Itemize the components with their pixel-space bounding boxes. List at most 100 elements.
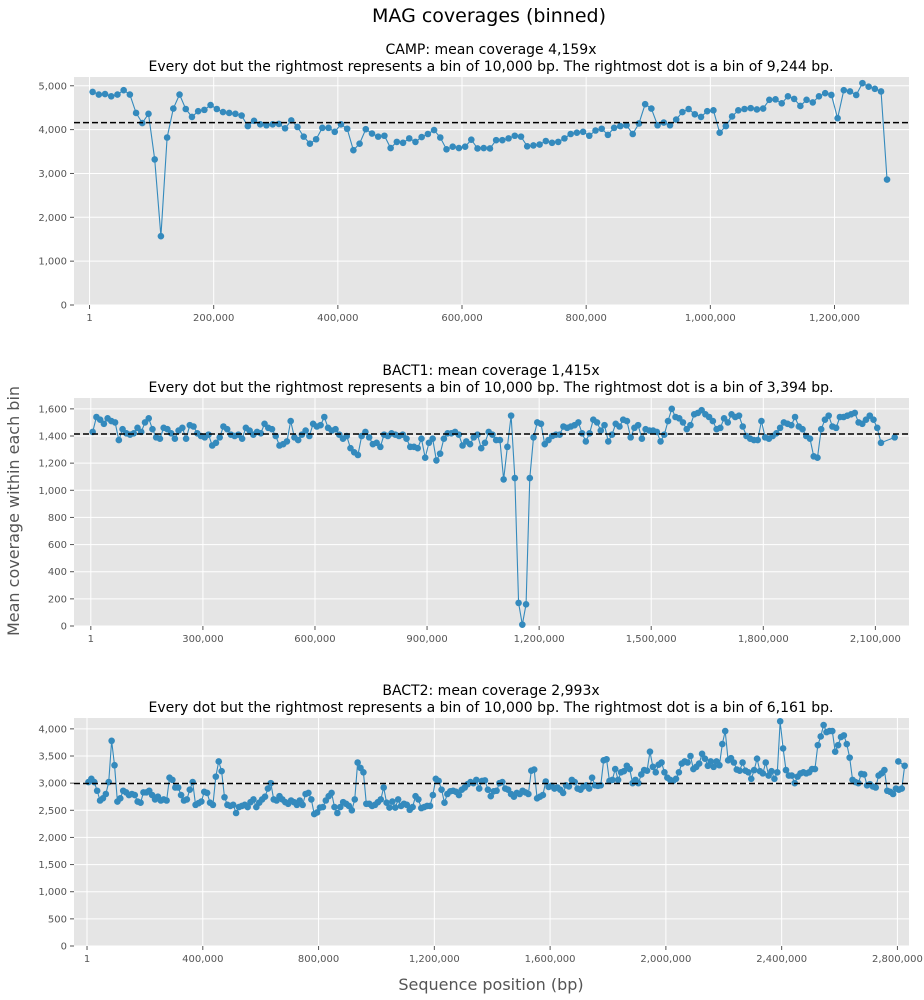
panel-bact2-data-point <box>753 755 761 763</box>
panel-bact1-data-point <box>870 416 877 424</box>
panel-bact1-data-point <box>149 425 156 433</box>
panel-bact1-data-point <box>526 474 534 482</box>
panel-camp-data-point <box>840 86 848 94</box>
panel-bact1-data-point <box>216 434 223 441</box>
panel-bact2-data-point <box>768 767 775 775</box>
panel-bact2-data-point <box>872 784 880 791</box>
panel-bact1-data-point <box>657 438 664 445</box>
panel-camp-data-point <box>517 133 525 140</box>
panel-bact2-data-point <box>539 791 547 799</box>
panel-bact1-data-point <box>507 412 515 419</box>
panel-camp-data-point <box>567 130 574 138</box>
panel-bact2-ytick-label: 0 <box>61 942 67 953</box>
figure-ylabel: Mean coverage within each bin <box>4 386 23 636</box>
panel-camp-data-point <box>393 138 401 146</box>
panel-camp-data-point <box>579 128 587 136</box>
panel-camp-data-point <box>871 85 879 93</box>
panel-camp-data-point <box>778 100 786 107</box>
panel-bact2-data-point <box>105 778 113 786</box>
panel-camp-data-point <box>387 144 394 152</box>
panel-bact2-data-point <box>846 754 853 761</box>
panel-camp-data-point <box>151 156 159 163</box>
panel-camp-data-point <box>852 91 860 99</box>
panel-bact1-data-point <box>832 424 840 432</box>
panel-bact2-data-point <box>90 778 98 786</box>
panel-bact2-data-point <box>774 768 781 776</box>
panel-bact2-data-point <box>250 796 257 803</box>
panel-camp-data-point <box>610 124 618 132</box>
panel-bact1-data-point <box>190 423 197 430</box>
panel-bact1-data-point <box>440 435 448 443</box>
panel-camp-data-point <box>449 143 457 151</box>
panel-bact2-data-point <box>889 790 897 798</box>
panel-bact2-data-point <box>730 759 738 766</box>
panel-bact1-data-point <box>145 415 153 422</box>
panel-camp-data-point <box>772 96 779 103</box>
panel-camp-ytick-label: 4,000 <box>38 125 67 136</box>
panel-bact2-data-point <box>901 762 908 770</box>
panel-bact2-data-point <box>212 773 220 780</box>
panel-bact2-data-point <box>229 801 237 809</box>
panel-camp-ytick-label: 3,000 <box>38 169 67 180</box>
panel-bact1-data-point <box>679 419 687 426</box>
panel-bact1-data-point <box>257 429 265 437</box>
panel-bact2-data-point <box>360 768 367 776</box>
figure-xlabel: Sequence position (bp) <box>398 975 583 994</box>
panel-camp-data-point <box>474 145 481 152</box>
panel-bact2-data-point <box>319 803 327 811</box>
panel-bact1-data-point <box>709 417 717 425</box>
panel-camp-data-point <box>834 114 841 122</box>
panel-bact2-xtick-label: 1 <box>84 954 90 965</box>
panel-bact2-data-point <box>108 737 115 745</box>
panel-camp-data-point <box>225 109 233 117</box>
panel-bact2-data-point <box>626 765 633 773</box>
panel-bact2-data-point <box>710 763 717 771</box>
panel-bact2-data-point <box>831 748 839 755</box>
panel-camp-data-point <box>294 123 301 131</box>
panel-bact2-data-point <box>189 778 196 786</box>
panel-bact1-data-point <box>873 424 881 432</box>
panel-camp-data-point <box>846 88 854 95</box>
panel-camp-data-point <box>592 127 599 134</box>
panel-bact1-data-point <box>556 431 563 438</box>
panel-bact1-ytick-label: 200 <box>48 594 67 605</box>
panel-camp-data-point <box>548 139 556 147</box>
panel-camp-data-point <box>343 125 351 133</box>
panel-camp-data-point <box>89 88 96 96</box>
panel-bact2-data-point <box>701 755 709 763</box>
panel-bact2-data-point <box>635 779 642 787</box>
panel-camp-data-point <box>126 91 134 98</box>
panel-camp-data-point <box>412 138 419 146</box>
panel-bact1-data-point <box>287 417 294 425</box>
panel-camp-data-point <box>374 133 382 140</box>
panel-bact1-data-point <box>604 438 612 445</box>
panel-camp-data-point <box>368 130 376 137</box>
panel-camp-data-point <box>728 113 736 120</box>
panel-bact2-data-point <box>571 778 579 786</box>
panel-camp-data-point <box>120 86 127 94</box>
panel-bact1-data-point <box>735 412 743 419</box>
panel-bact2-data-point <box>782 766 790 774</box>
panel-bact2-data-point <box>716 761 723 769</box>
panel-bact2-subtitle: Every dot but the rightmost represents a… <box>149 700 834 716</box>
panel-bact2-data-point <box>695 760 703 767</box>
panel-camp-data-point <box>716 129 723 136</box>
panel-bact2-data-point <box>174 784 182 791</box>
panel-camp-plot: 0 1,000 2,000 3,000 4,000 5,000 1 200,000 400,00… <box>38 77 909 324</box>
panel-bact2-data-point <box>646 748 654 755</box>
panel-bact2-data-point <box>840 732 848 739</box>
panel-bact2-data-point <box>643 767 651 774</box>
panel-camp-data-point <box>325 124 332 132</box>
panel-bact2-xtick-label: 1,600,000 <box>525 954 576 965</box>
panel-camp-data-point <box>672 116 680 123</box>
panel-bact1-data-point <box>317 421 324 429</box>
panel-camp-data-point <box>623 121 630 129</box>
panel-camp-data-point <box>492 136 500 144</box>
panel-camp-data-point <box>747 104 754 112</box>
panel-bact1-data-point <box>156 435 164 443</box>
panel-camp-data-point <box>554 138 562 146</box>
panel-bact2-data-point <box>111 761 118 769</box>
panel-camp-data-point <box>561 135 568 142</box>
panel-camp-ytick-label: 5,000 <box>38 81 67 92</box>
panel-bact1-data-point <box>776 424 784 432</box>
